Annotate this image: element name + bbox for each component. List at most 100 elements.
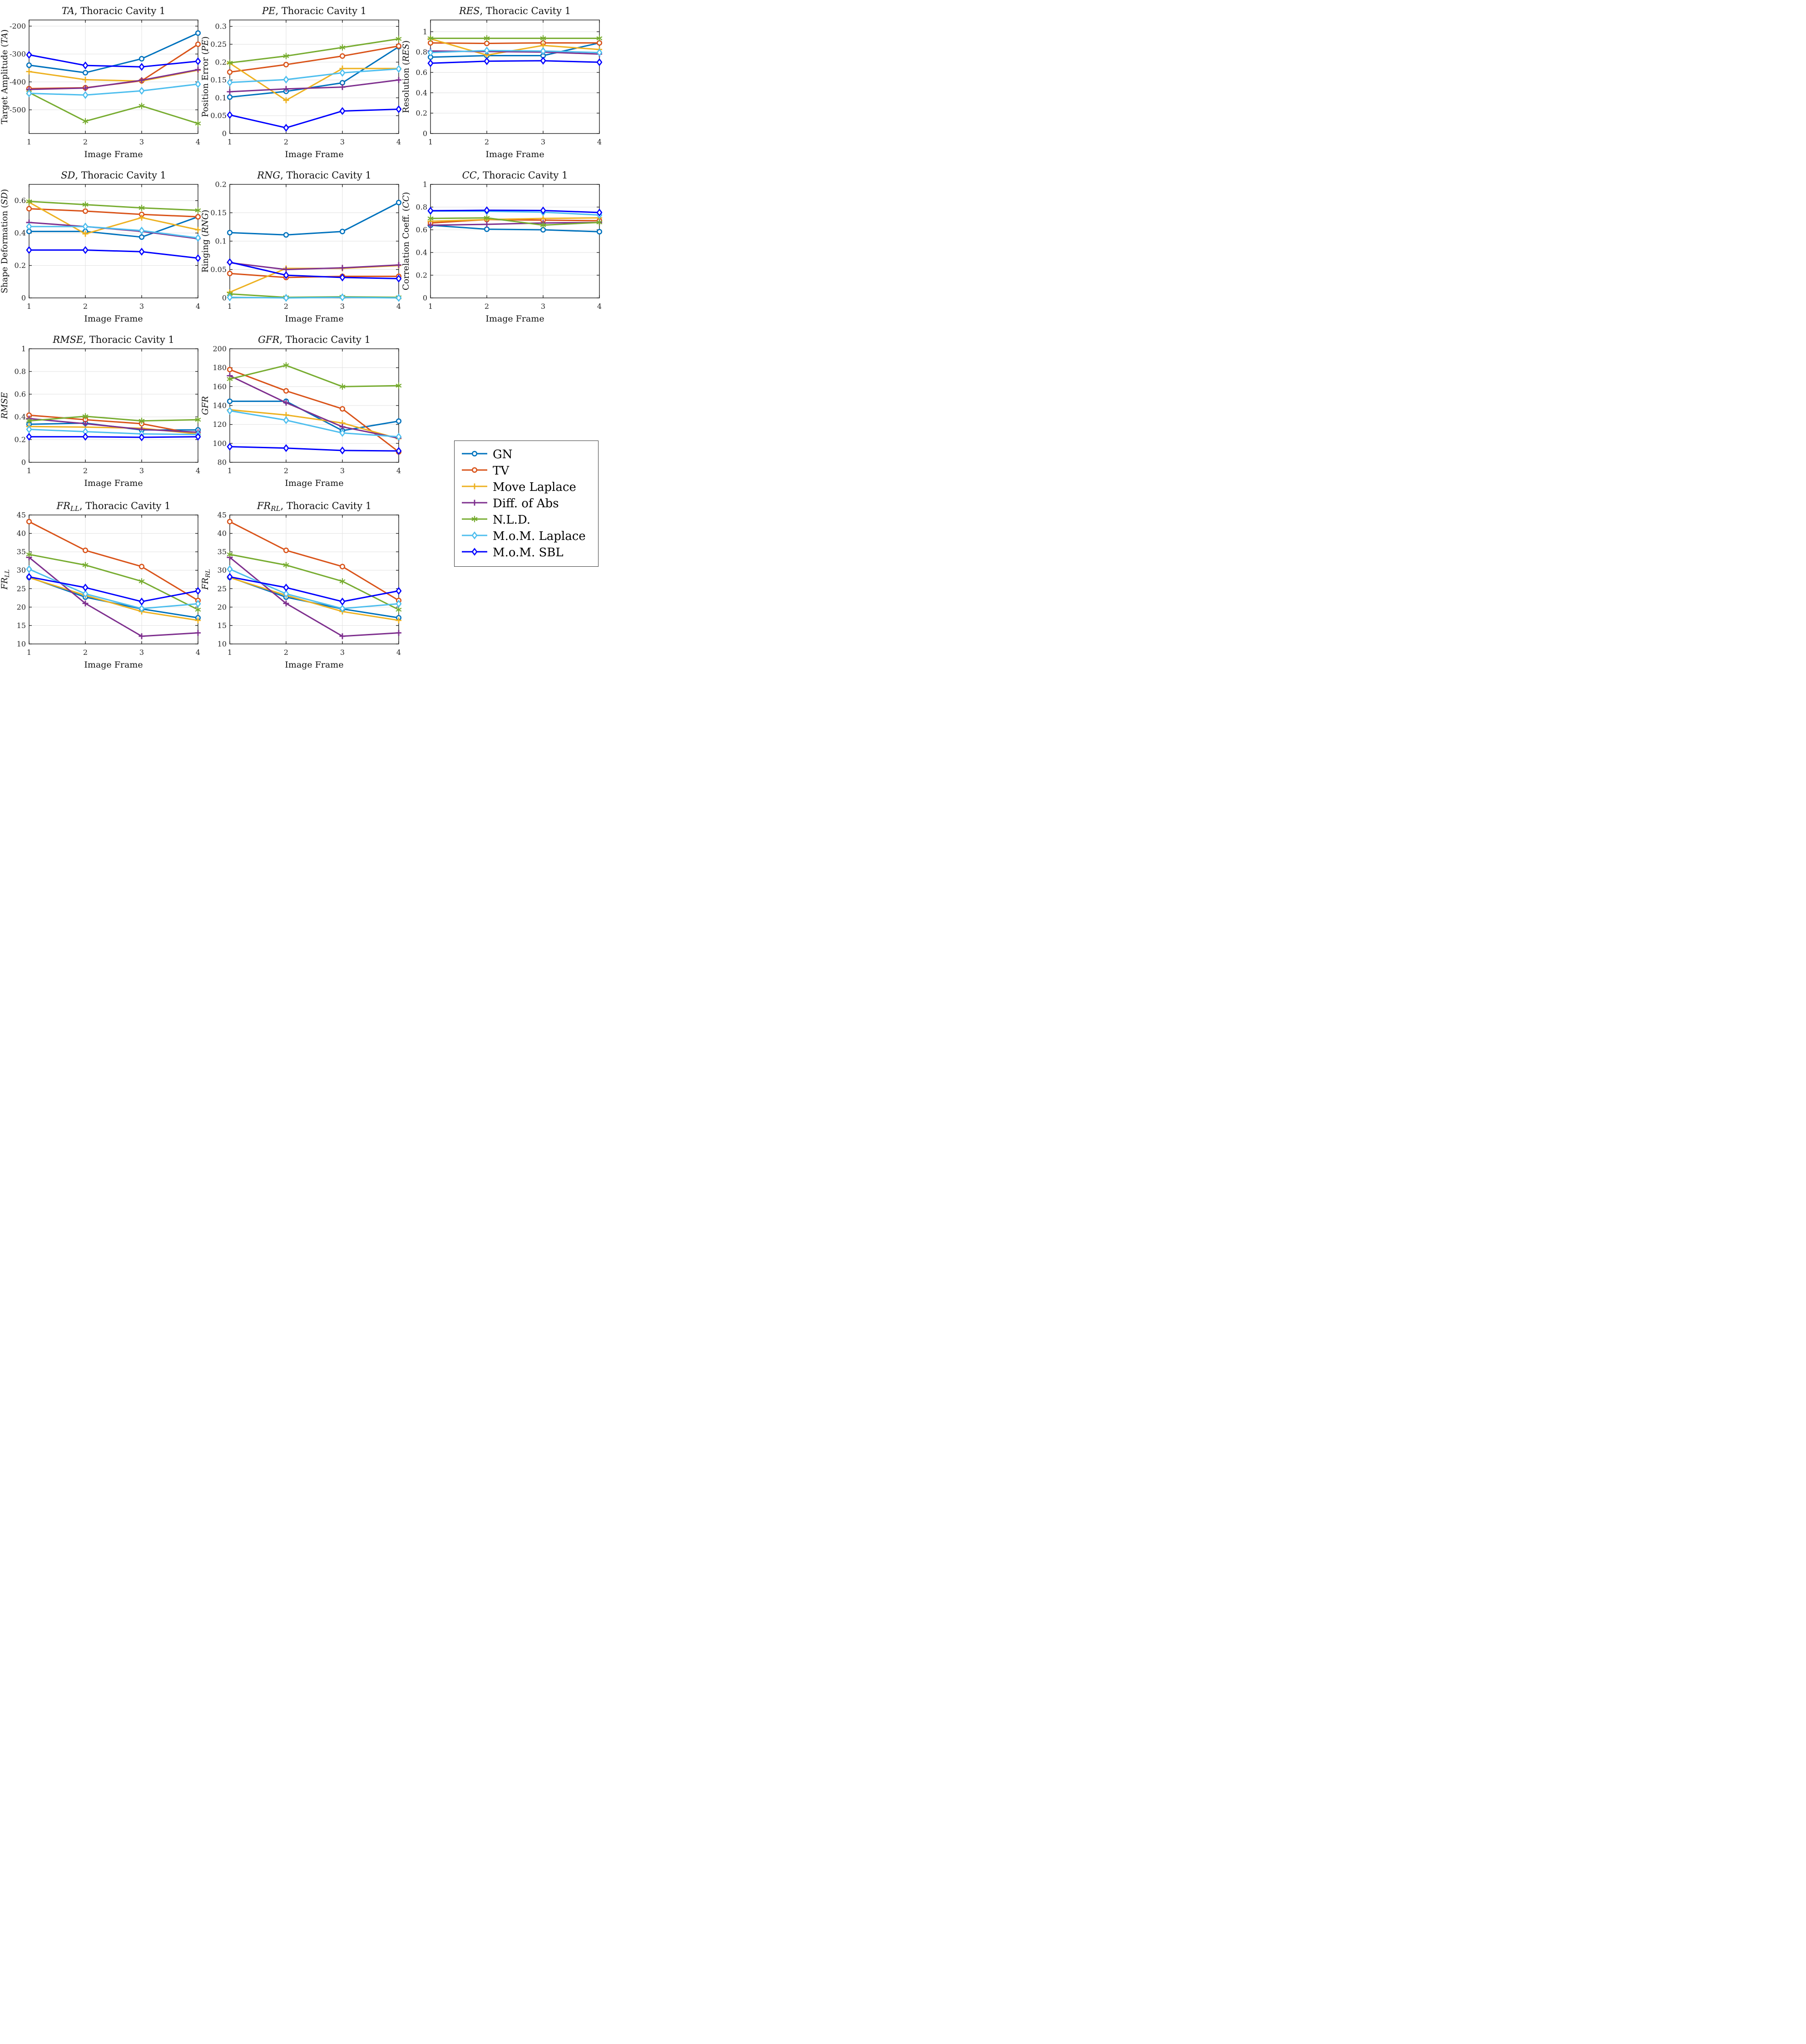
svg-text:0.4: 0.4 — [15, 413, 26, 421]
svg-text:0.15: 0.15 — [210, 76, 227, 84]
svg-text:1: 1 — [423, 180, 427, 189]
svg-text:RES, Thoracic Cavity 1: RES, Thoracic Cavity 1 — [459, 5, 571, 16]
legend-label: M.o.M. Laplace — [493, 530, 586, 543]
svg-text:20: 20 — [17, 603, 26, 611]
svg-text:2: 2 — [83, 648, 88, 657]
svg-text:TA, Thoracic Cavity 1: TA, Thoracic Cavity 1 — [62, 5, 166, 16]
svg-text:45: 45 — [17, 511, 26, 520]
chart-cc: 0 0.2 0.4 0.6 0.8 1 1 2 3 4 CC, Thoracic Cavity 1 C… — [401, 166, 603, 332]
chart-ta: -500 -400 -300 -200 1 2 3 4 TA, Thoracic Cavity … — [0, 2, 201, 167]
svg-text:0: 0 — [21, 458, 26, 467]
svg-text:1: 1 — [27, 138, 31, 146]
svg-text:Image Frame: Image Frame — [84, 660, 143, 670]
gn-line-marker-icon — [460, 447, 489, 462]
svg-text:Image Frame: Image Frame — [285, 149, 343, 159]
legend-label: TV — [493, 464, 510, 478]
svg-text:0.05: 0.05 — [210, 111, 227, 120]
svg-text:140: 140 — [213, 401, 227, 410]
svg-text:0.6: 0.6 — [416, 226, 427, 234]
svg-text:4: 4 — [196, 648, 200, 657]
svg-text:0.2: 0.2 — [15, 436, 26, 444]
svg-text:1: 1 — [228, 302, 232, 311]
svg-text:0.15: 0.15 — [210, 208, 227, 217]
svg-text:Image Frame: Image Frame — [84, 149, 143, 159]
svg-text:0.6: 0.6 — [15, 390, 26, 399]
svg-text:4: 4 — [396, 138, 401, 146]
svg-text:Image Frame: Image Frame — [485, 314, 544, 324]
svg-text:4: 4 — [396, 302, 401, 311]
svg-text:40: 40 — [218, 529, 227, 538]
svg-text:35: 35 — [17, 548, 26, 556]
legend-entry-move-laplace: Move Laplace — [460, 479, 595, 495]
legend-entry-mom-sbl: M.o.M. SBL — [460, 544, 595, 561]
legend-entry-nld: N.L.D. — [460, 512, 595, 528]
svg-text:80: 80 — [218, 458, 227, 467]
svg-text:1: 1 — [27, 466, 31, 475]
svg-text:30: 30 — [17, 566, 26, 574]
svg-text:1: 1 — [428, 302, 433, 311]
legend-label: Move Laplace — [493, 480, 576, 494]
svg-text:1: 1 — [228, 648, 232, 657]
svg-text:1: 1 — [27, 648, 31, 657]
svg-text:1: 1 — [27, 302, 31, 311]
legend-entry-tv: TV — [460, 463, 595, 479]
svg-text:4: 4 — [597, 302, 602, 311]
svg-text:25: 25 — [17, 584, 26, 593]
svg-text:3: 3 — [340, 648, 345, 657]
svg-text:0: 0 — [222, 294, 227, 302]
nld-line-marker-icon — [460, 512, 489, 528]
chart-frll: 10 15 20 25 30 35 40 45 1 2 3 4 FRLL, Thoracic Cavit… — [0, 497, 201, 680]
svg-text:3: 3 — [541, 138, 545, 146]
svg-text:0.1: 0.1 — [215, 94, 227, 102]
svg-text:RNG, Thoracic Cavity 1: RNG, Thoracic Cavity 1 — [257, 170, 371, 181]
svg-text:Image Frame: Image Frame — [485, 149, 544, 159]
svg-text:FRRL, Thoracic Cavity 1: FRRL, Thoracic Cavity 1 — [257, 500, 371, 513]
svg-text:Shape Deformation (SD): Shape Deformation (SD) — [1, 189, 10, 293]
svg-text:0.4: 0.4 — [416, 89, 427, 97]
svg-text:-500: -500 — [10, 105, 26, 114]
svg-text:0.2: 0.2 — [416, 109, 427, 118]
svg-text:Target Amplitude (TA): Target Amplitude (TA) — [1, 30, 10, 124]
svg-text:4: 4 — [196, 466, 200, 475]
svg-text:2: 2 — [284, 302, 288, 311]
svg-text:0.25: 0.25 — [210, 40, 227, 49]
svg-text:Resolution (RES): Resolution (RES) — [402, 40, 411, 113]
svg-text:1: 1 — [21, 345, 26, 353]
svg-text:3: 3 — [139, 302, 144, 311]
svg-text:0: 0 — [423, 294, 427, 302]
svg-text:2: 2 — [284, 648, 288, 657]
svg-text:-300: -300 — [10, 49, 26, 58]
svg-text:2: 2 — [284, 466, 288, 475]
svg-text:Image Frame: Image Frame — [84, 314, 143, 324]
mom-laplace-line-marker-icon — [460, 529, 489, 544]
svg-text:3: 3 — [541, 302, 545, 311]
svg-text:0.2: 0.2 — [416, 271, 427, 280]
legend-label: GN — [493, 448, 513, 461]
svg-text:15: 15 — [17, 621, 26, 630]
chart-gfr: 80 100 120 140 160 180 200 1 2 3 4 GFR, Thoracic Ca… — [201, 331, 402, 496]
move-laplace-line-marker-icon — [460, 480, 489, 495]
svg-text:0: 0 — [423, 129, 427, 138]
chart-rmse: 0 0.2 0.4 0.6 0.8 1 1 2 3 4 RMSE, Thoracic Cavity … — [0, 331, 201, 496]
svg-text:1: 1 — [228, 466, 232, 475]
svg-text:0.6: 0.6 — [416, 68, 427, 77]
svg-text:40: 40 — [17, 529, 26, 538]
svg-text:4: 4 — [196, 138, 200, 146]
svg-text:0.2: 0.2 — [15, 261, 26, 270]
svg-text:0.05: 0.05 — [210, 265, 227, 274]
svg-text:FRRL: FRRL — [202, 569, 212, 590]
svg-text:2: 2 — [83, 466, 88, 475]
svg-text:4: 4 — [196, 302, 200, 311]
svg-text:RMSE: RMSE — [1, 392, 10, 420]
svg-text:0.4: 0.4 — [15, 229, 26, 238]
chart-res: 0 0.2 0.4 0.6 0.8 1 1 2 3 4 RES, Thoracic Cavity 1… — [401, 2, 603, 167]
svg-text:180: 180 — [213, 363, 227, 372]
svg-text:2: 2 — [83, 138, 88, 146]
svg-text:RMSE, Thoracic Cavity 1: RMSE, Thoracic Cavity 1 — [52, 334, 174, 345]
legend-entry-gn: GN — [460, 446, 595, 463]
mom-sbl-line-marker-icon — [460, 545, 489, 560]
svg-text:FRLL: FRLL — [1, 569, 11, 590]
svg-text:-400: -400 — [10, 78, 26, 86]
svg-text:10: 10 — [17, 640, 26, 648]
svg-text:4: 4 — [396, 648, 401, 657]
